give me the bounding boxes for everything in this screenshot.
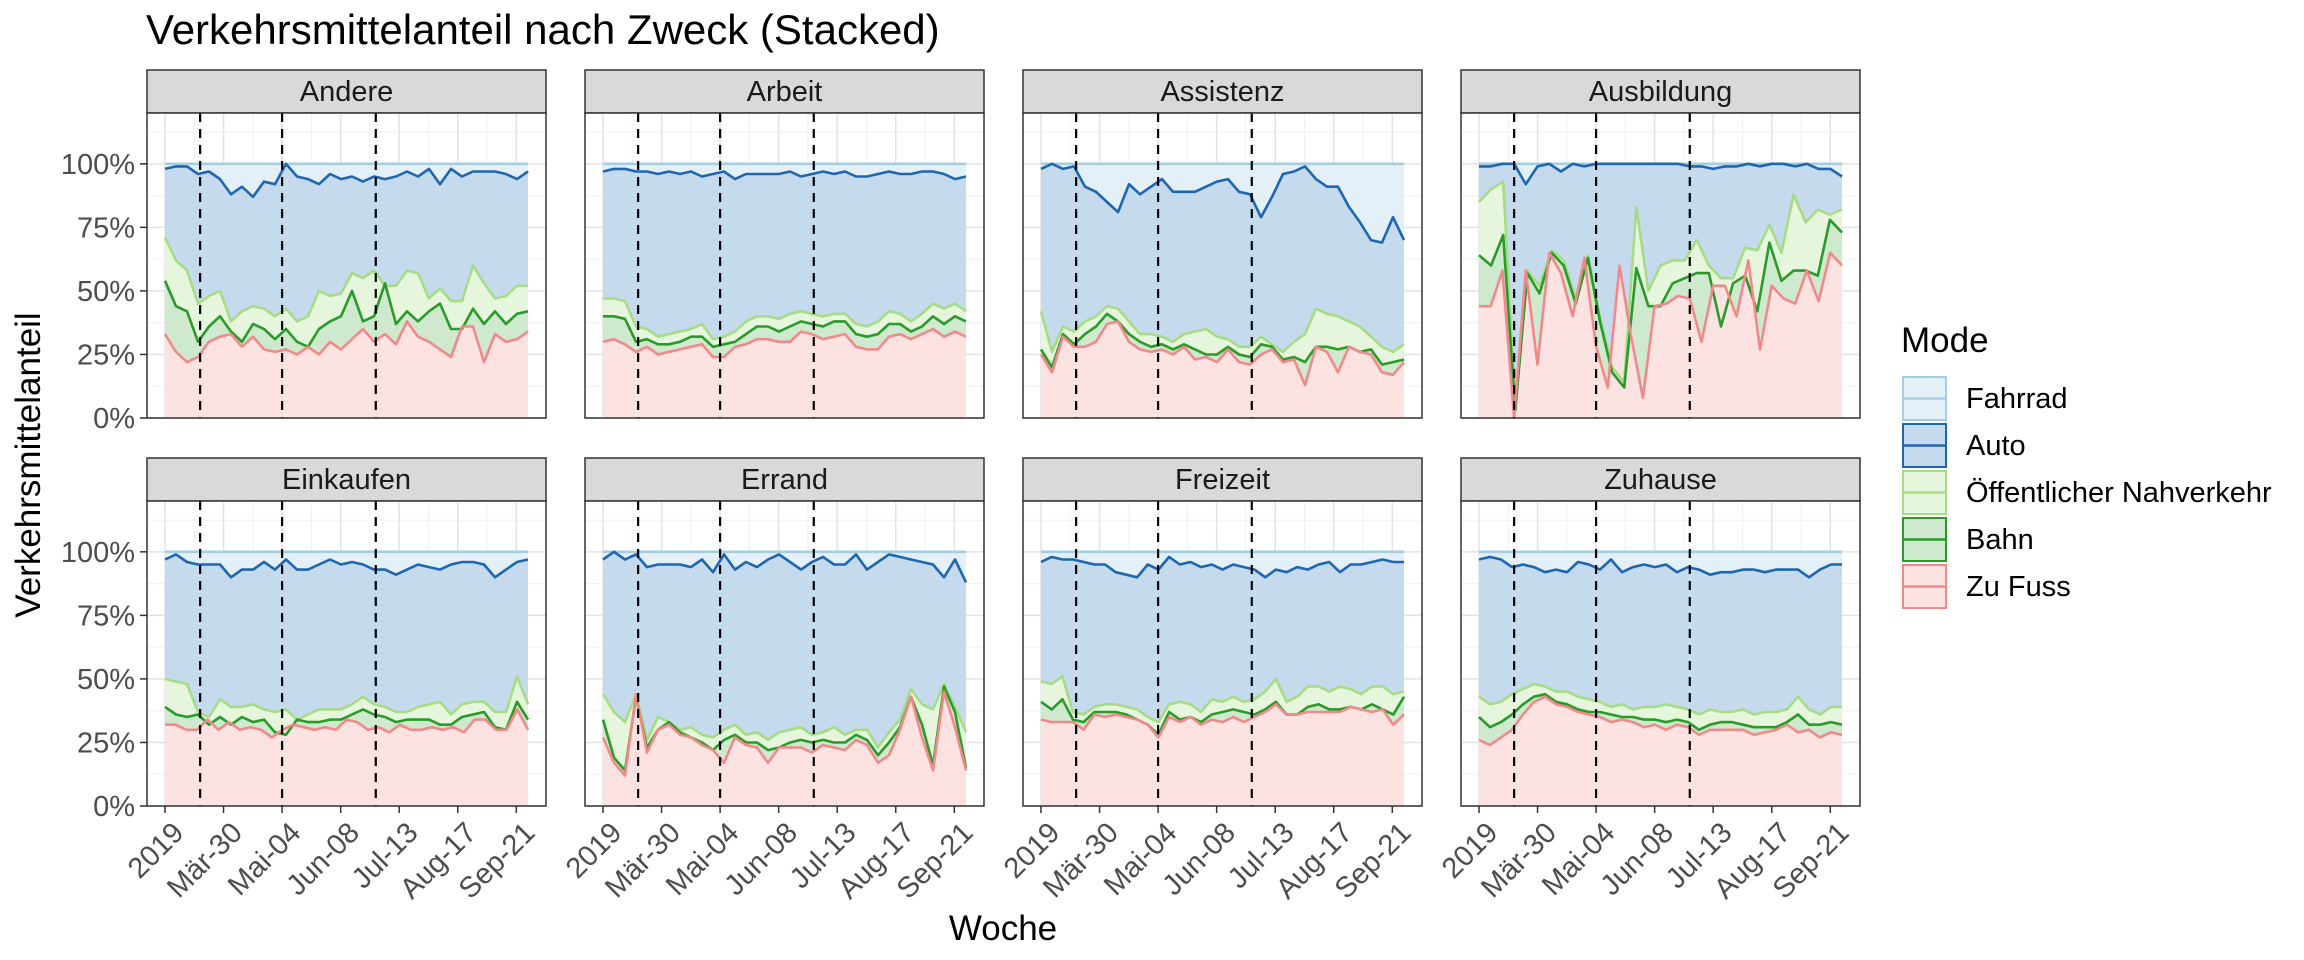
line-oeffentlicher-nahverkehr — [601, 682, 968, 749]
panel-andere: Andere 0% 25% 50% 75% 100% — [61, 69, 547, 435]
facet-panels: Andere 0% 25% 50% 75% 100% Arbeit Assistenz Ausb… — [61, 69, 1861, 905]
strip-freizeit — [1022, 457, 1423, 502]
strip-label-errand: Errand — [741, 464, 828, 496]
line-zu-fuss — [1479, 251, 1843, 420]
line-auto — [1040, 555, 1404, 579]
line-zu-fuss — [601, 690, 968, 777]
y-tick-label: 100% — [61, 149, 135, 181]
panel-assistenz: Assistenz — [1022, 69, 1423, 419]
y-tick-label: 25% — [77, 339, 135, 371]
strip-label-andere: Andere — [300, 76, 394, 108]
legend-title: Mode — [1901, 321, 1989, 360]
strip-label-zuhause: Zuhause — [1604, 464, 1717, 496]
strip-label-assistenz: Assistenz — [1160, 76, 1284, 108]
line-auto — [602, 550, 968, 583]
line-zu-fuss — [1478, 695, 1843, 747]
line-bahn — [1039, 312, 1405, 369]
legend-item-fahrrad: Fahrrad — [1902, 376, 2068, 421]
y-tick-label: 75% — [77, 212, 135, 244]
line-auto — [164, 162, 529, 199]
panel-errand: Errand2019Mär-30Mai-04Jun-08Jul-13Aug-17… — [560, 457, 985, 905]
panel-freizeit: Freizeit2019Mär-30Mai-04Jun-08Jul-13Aug-… — [998, 457, 1423, 905]
panel-border — [584, 112, 985, 419]
legend-item-bahn: Bahn — [1902, 517, 2034, 562]
chart-title: Verkehrsmittelanteil nach Zweck (Stacked… — [146, 6, 940, 53]
line-auto — [1040, 162, 1406, 244]
line-oeffentlicher-nahverkehr — [1478, 682, 1842, 716]
panel-einkaufen: Einkaufen0%25%50%75%100%2019Mär-30Mai-04… — [61, 457, 547, 905]
legend-label-fahrrad: Fahrrad — [1966, 383, 2068, 415]
strip-ausbildung — [1460, 69, 1861, 114]
line-oeffentlicher-nahverkehr — [164, 675, 530, 721]
strip-assistenz — [1022, 69, 1423, 114]
legend-label-auto: Auto — [1966, 430, 2026, 462]
line-zu-fuss — [163, 320, 529, 364]
area-zu-fuss — [165, 709, 528, 806]
y-tick-label: 50% — [77, 276, 135, 308]
strip-zuhause — [1460, 457, 1861, 502]
line-auto — [1478, 555, 1842, 579]
legend-item-auto: Auto — [1902, 423, 2026, 468]
panel-border — [146, 500, 547, 807]
panel-border — [1022, 500, 1423, 807]
line-auto — [164, 553, 529, 579]
line-zu-fuss — [602, 327, 967, 359]
strip-label-einkaufen: Einkaufen — [282, 464, 411, 496]
line-bahn — [164, 700, 530, 737]
line-auto — [1479, 162, 1843, 186]
x-axis-title: Woche — [949, 909, 1057, 948]
line-oeffentlicher-nahverkehr — [163, 236, 528, 323]
line-oeffentlicher-nahverkehr — [1039, 304, 1405, 354]
strip-andere — [146, 69, 547, 114]
legend-label-oeffentlicher-nahverkehr: Öffentlicher Nahverkehr — [1966, 477, 2272, 509]
line-zu-fuss — [165, 708, 530, 739]
area-zu-fuss — [165, 321, 528, 418]
area-zu-fuss — [1041, 704, 1404, 806]
legend-item-oeffentlicher-nahverkehr: Öffentlicher Nahverkehr — [1902, 470, 2272, 515]
y-tick-label: 50% — [77, 664, 135, 696]
panel-border — [584, 500, 985, 807]
line-oeffentlicher-nahverkehr — [603, 297, 967, 341]
legend-item-zu-fuss: Zu Fuss — [1902, 564, 2071, 609]
legend: Mode Fahrrad Auto Öffentlicher Nahverkehr Ba… — [1901, 321, 2272, 609]
panel-border — [1460, 112, 1861, 419]
line-oeffentlicher-nahverkehr — [1478, 180, 1843, 407]
line-bahn — [603, 314, 967, 349]
panel-border — [1022, 112, 1423, 419]
line-zu-fuss — [1039, 320, 1405, 387]
panel-arbeit: Arbeit — [584, 69, 985, 419]
strip-label-freizeit: Freizeit — [1175, 464, 1270, 496]
y-tick-label: 100% — [61, 537, 135, 569]
panel-zuhause: Zuhause2019Mär-30Mai-04Jun-08Jul-13Aug-1… — [1436, 457, 1861, 905]
line-oeffentlicher-nahverkehr — [1040, 675, 1405, 724]
legend-label-zu-fuss: Zu Fuss — [1966, 571, 2071, 603]
line-bahn — [1040, 696, 1406, 737]
area-zu-fuss — [1041, 321, 1404, 418]
strip-label-arbeit: Arbeit — [747, 76, 823, 108]
line-bahn — [1478, 692, 1843, 732]
area-zu-fuss — [603, 329, 966, 418]
panel-border — [146, 112, 547, 419]
strip-einkaufen — [146, 457, 547, 502]
panel-ausbildung: Ausbildung — [1460, 69, 1861, 420]
line-bahn — [163, 280, 529, 349]
y-tick-label: 25% — [77, 727, 135, 759]
line-auto — [602, 167, 967, 181]
strip-label-ausbildung: Ausbildung — [1589, 76, 1733, 108]
y-tick-label: 0% — [93, 403, 135, 435]
area-zu-fuss — [1479, 696, 1842, 806]
strip-arbeit — [584, 69, 985, 114]
legend-label-bahn: Bahn — [1966, 524, 2034, 556]
y-tick-label: 0% — [93, 791, 135, 823]
y-axis-title: Verkehrsmittelanteil — [9, 312, 48, 617]
y-tick-label: 75% — [77, 600, 135, 632]
panel-border — [1460, 500, 1861, 807]
line-zu-fuss — [1040, 702, 1405, 739]
